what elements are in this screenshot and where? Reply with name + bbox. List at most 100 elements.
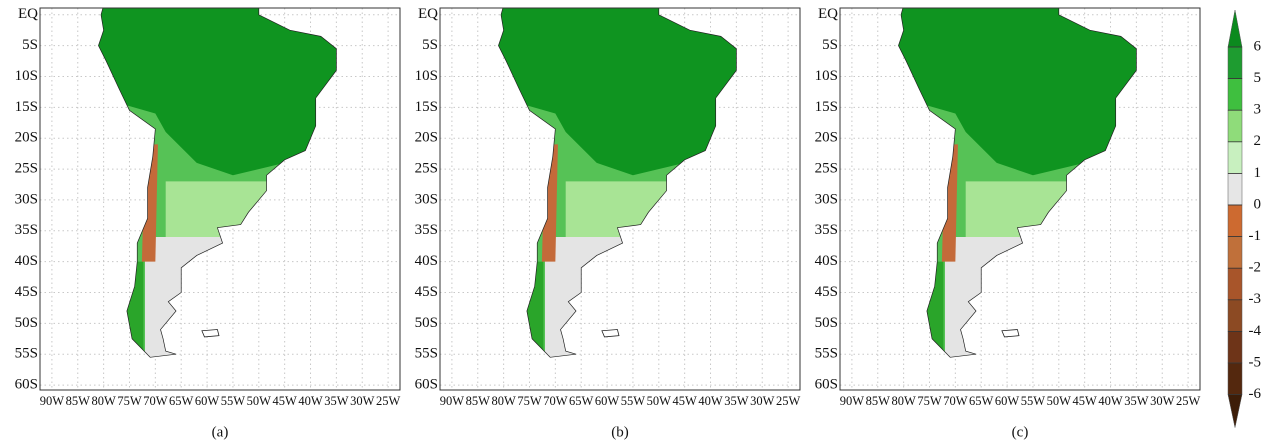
lat-label: 10S: [15, 68, 38, 84]
lat-label: 40S: [815, 253, 838, 269]
lon-label: 65W: [969, 394, 994, 408]
map-area: [840, 8, 1200, 390]
lon-label: 45W: [672, 394, 697, 408]
colorbar: 6 5 3 2 1 0 -1 -2 -3 -4 -5 -6: [1227, 9, 1262, 428]
lon-label: 50W: [1047, 394, 1072, 408]
lon-label: 25W: [376, 394, 401, 408]
lat-label: 40S: [415, 253, 438, 269]
lat-label: 45S: [15, 284, 38, 300]
lat-label: 60S: [815, 377, 838, 393]
lon-label: 55W: [621, 394, 646, 408]
zone: [941, 144, 958, 262]
lon-label: 80W: [491, 394, 516, 408]
colorbar-segment: [1227, 46, 1243, 79]
colorbar-label: 2: [1254, 133, 1262, 149]
lat-label: 5S: [422, 37, 438, 53]
panel-label: (a): [212, 424, 229, 440]
colorbar-label: 5: [1254, 70, 1262, 86]
lon-label: 35W: [724, 394, 749, 408]
lon-label: 75W: [517, 394, 542, 408]
lon-label: 60W: [595, 394, 620, 408]
lat-label: 60S: [15, 377, 38, 393]
lon-label: 90W: [840, 394, 865, 408]
map-panel: EQ 5S 10S 15S 20S 25S 30S 35S 40S 45S 50S 55S 60S90W…: [815, 6, 1201, 440]
frame: [839, 7, 1201, 391]
lat-label: 20S: [415, 130, 438, 146]
lon-label: 65W: [569, 394, 594, 408]
lat-label: 40S: [15, 253, 38, 269]
lon-label: 30W: [750, 394, 775, 408]
frame: [439, 7, 801, 391]
lat-label: 25S: [815, 161, 838, 177]
lon-label: 85W: [466, 394, 491, 408]
lon-label: 45W: [272, 394, 297, 408]
zone: [145, 236, 259, 358]
lat-label: 15S: [815, 99, 838, 115]
lon-label: 50W: [647, 394, 672, 408]
lat-label: EQ: [18, 6, 38, 22]
lat-label: 5S: [22, 37, 38, 53]
colorbar-label: 3: [1254, 102, 1262, 118]
coastline: [898, 8, 1137, 358]
lon-label: 45W: [1072, 394, 1097, 408]
colorbar-label: 1: [1254, 165, 1262, 181]
frame: [39, 7, 401, 391]
colorbar-segment: [1227, 204, 1243, 237]
colorbar-label: -6: [1249, 386, 1262, 402]
lat-label: 15S: [15, 99, 38, 115]
lat-label: 30S: [415, 191, 438, 207]
lat-label: 55S: [15, 346, 38, 362]
map-panel: EQ 5S 10S 15S 20S 25S 30S 35S 40S 45S 50S 55S 60S90W…: [415, 6, 801, 440]
lat-label: 20S: [15, 130, 38, 146]
colorbar-cap: [1227, 9, 1243, 48]
lat-label: 25S: [415, 161, 438, 177]
zone: [519, 261, 544, 358]
lat-label: 5S: [822, 37, 838, 53]
panel-label: (b): [611, 424, 629, 440]
colorbar-cap: [1227, 394, 1243, 428]
colorbar-label: -1: [1249, 228, 1262, 244]
lon-label: 40W: [298, 394, 323, 408]
lat-label: 15S: [415, 99, 438, 115]
lat-label: 50S: [15, 315, 38, 331]
lon-label: 35W: [1124, 394, 1149, 408]
lon-label: 85W: [866, 394, 891, 408]
land: [898, 8, 1137, 358]
colorbar-segment: [1227, 267, 1243, 301]
lat-label: 35S: [15, 222, 38, 238]
lon-label: 90W: [440, 394, 465, 408]
lon-label: 30W: [350, 394, 375, 408]
zone: [545, 236, 659, 358]
lat-label: 45S: [415, 284, 438, 300]
colorbar-segment: [1227, 109, 1243, 143]
colorbar-segment: [1227, 141, 1243, 174]
land: [498, 8, 737, 358]
lat-label: 10S: [415, 68, 438, 84]
colorbar-segment: [1227, 78, 1243, 111]
lat-label: 55S: [415, 346, 438, 362]
lon-label: 90W: [40, 394, 65, 408]
lat-label: 55S: [815, 346, 838, 362]
lon-label: 75W: [117, 394, 142, 408]
lon-label: 75W: [917, 394, 942, 408]
lat-label: 35S: [815, 222, 838, 238]
lat-label: 45S: [815, 284, 838, 300]
colorbar-segment: [1227, 236, 1243, 269]
map-area: [40, 8, 400, 390]
lon-label: 35W: [324, 394, 349, 408]
lon-label: 85W: [66, 394, 91, 408]
lon-label: 55W: [1021, 394, 1046, 408]
map-area: [440, 8, 800, 390]
map-panel: EQ 5S 10S 15S 20S 25S 30S 35S 40S 45S 50S 55S 60S90W…: [15, 6, 401, 440]
falklands: [601, 329, 620, 338]
lat-label: 25S: [15, 161, 38, 177]
lat-label: 30S: [15, 191, 38, 207]
lon-label: 80W: [91, 394, 116, 408]
zone: [945, 236, 1059, 358]
lat-label: 35S: [415, 222, 438, 238]
zone: [898, 8, 1137, 176]
lat-label: EQ: [818, 6, 838, 22]
colorbar-label: -3: [1249, 291, 1262, 307]
falklands: [201, 329, 220, 338]
